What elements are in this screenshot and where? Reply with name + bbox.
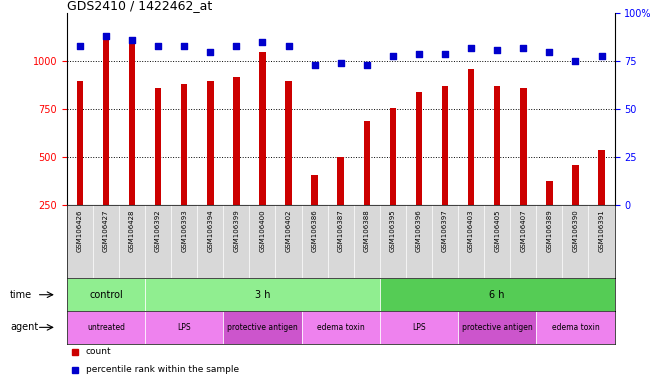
Text: GSM106389: GSM106389 (546, 209, 552, 252)
Text: 6 h: 6 h (490, 290, 505, 300)
Bar (458, 311, 536, 344)
Bar (103, 38, 109, 253)
Text: GSM106395: GSM106395 (390, 209, 396, 252)
Text: GSM106427: GSM106427 (103, 209, 109, 252)
Text: edema toxin: edema toxin (317, 323, 365, 332)
Point (101, 33, 112, 40)
Text: edema toxin: edema toxin (552, 323, 599, 332)
Point (153, 43, 164, 49)
Point (257, 39, 268, 45)
Point (387, 53, 398, 59)
Point (361, 62, 372, 68)
Bar (380, 311, 458, 344)
Bar (67, 278, 145, 311)
Text: count: count (86, 348, 112, 356)
Text: GSM106405: GSM106405 (494, 209, 500, 252)
Bar (337, 157, 344, 253)
Text: GSM106390: GSM106390 (572, 209, 578, 252)
Bar (415, 92, 422, 253)
Bar (311, 175, 318, 253)
Text: GSM106387: GSM106387 (338, 209, 343, 252)
Bar (546, 181, 552, 253)
Text: GSM106403: GSM106403 (468, 209, 474, 252)
Point (127, 37, 138, 43)
Point (179, 43, 190, 49)
Point (205, 49, 216, 55)
Text: GSM106386: GSM106386 (311, 209, 317, 252)
Point (440, 51, 450, 57)
Bar (181, 84, 188, 253)
Point (596, 53, 607, 59)
Bar (442, 86, 448, 253)
Text: GSM106397: GSM106397 (442, 209, 448, 252)
Bar (520, 88, 526, 253)
Point (413, 51, 424, 57)
Point (570, 58, 580, 65)
Point (231, 43, 242, 49)
Bar (207, 81, 214, 253)
Point (283, 43, 294, 49)
Bar (599, 150, 605, 253)
Bar (145, 278, 380, 311)
Point (518, 45, 528, 51)
Point (466, 45, 476, 51)
Text: time: time (10, 290, 32, 300)
Bar (363, 121, 370, 253)
Text: GSM106396: GSM106396 (416, 209, 422, 252)
Text: LPS: LPS (178, 323, 191, 332)
Text: GSM106392: GSM106392 (155, 209, 161, 252)
Text: GSM106394: GSM106394 (207, 209, 213, 252)
Text: protective antigen: protective antigen (227, 323, 298, 332)
Point (544, 49, 554, 55)
Point (309, 62, 320, 68)
Bar (259, 52, 266, 253)
Text: GDS2410 / 1422462_at: GDS2410 / 1422462_at (67, 0, 212, 12)
Bar (468, 69, 474, 253)
Text: GSM106388: GSM106388 (364, 209, 370, 252)
Bar (233, 77, 240, 253)
Bar (494, 86, 500, 253)
Text: 3 h: 3 h (255, 290, 270, 300)
Bar (67, 311, 145, 344)
Text: GSM106407: GSM106407 (520, 209, 526, 252)
Point (492, 47, 502, 53)
Text: untreated: untreated (87, 323, 125, 332)
Bar (389, 108, 396, 253)
Text: percentile rank within the sample: percentile rank within the sample (86, 365, 239, 374)
Bar (572, 165, 578, 253)
Text: control: control (89, 290, 123, 300)
Bar (536, 311, 615, 344)
Text: LPS: LPS (412, 323, 426, 332)
Text: protective antigen: protective antigen (462, 323, 532, 332)
Text: GSM106426: GSM106426 (77, 209, 83, 252)
Point (335, 60, 346, 66)
Text: GSM106391: GSM106391 (599, 209, 605, 252)
Text: agent: agent (10, 322, 38, 333)
Text: GSM106400: GSM106400 (259, 209, 265, 252)
Bar (380, 278, 615, 311)
Text: GSM106402: GSM106402 (285, 209, 291, 252)
Bar (129, 42, 136, 253)
Bar (77, 81, 83, 253)
Text: GSM106393: GSM106393 (181, 209, 187, 252)
Bar (301, 311, 380, 344)
Point (75, 43, 86, 49)
Text: GSM106399: GSM106399 (233, 209, 239, 252)
Bar (223, 311, 301, 344)
Text: GSM106428: GSM106428 (129, 209, 135, 252)
Bar (155, 88, 162, 253)
Bar (145, 311, 223, 344)
Bar (285, 81, 292, 253)
